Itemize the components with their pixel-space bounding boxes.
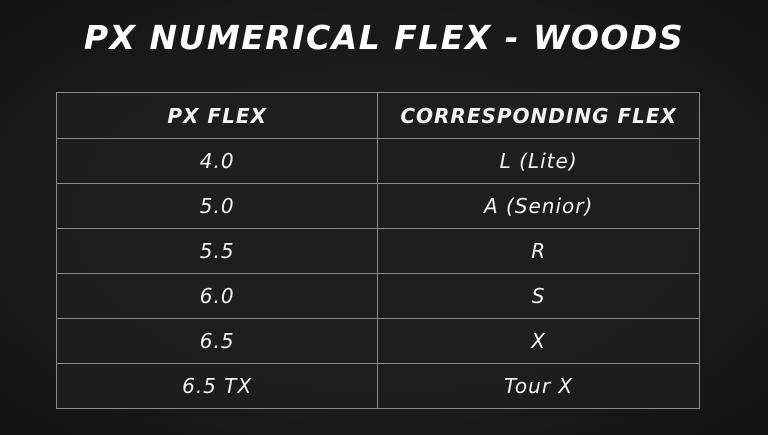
corresponding-flex-cell: S [377,273,700,319]
table-row: 4.0 L (Lite) [55,138,700,184]
corresponding-flex-cell: A (Senior) [377,183,700,229]
corresponding-flex-cell: L (Lite) [377,138,700,184]
table-row: 6.0 S [55,273,700,319]
px-flex-cell: 6.0 [55,273,379,319]
table-row: 6.5 TX Tour X [55,363,700,409]
px-flex-cell: 6.5 [55,318,379,364]
table-header-row: PX FLEX CORRESPONDING FLEX [55,92,700,139]
table-row: 5.5 R [55,228,700,274]
corresponding-flex-cell: R [377,228,700,274]
page-title: PX NUMERICAL FLEX - WOODS [83,18,685,57]
px-flex-cell: 4.0 [55,138,379,184]
px-flex-cell: 5.5 [55,228,379,274]
flex-table: PX FLEX CORRESPONDING FLEX 4.0 L (Lite) 5.… [55,92,700,409]
px-flex-cell: 5.0 [55,183,379,229]
corresponding-flex-cell: Tour X [377,363,700,409]
table-row: 6.5 X [55,318,700,364]
header-corresponding-flex: CORRESPONDING FLEX [377,92,700,139]
corresponding-flex-cell: X [377,318,700,364]
table-row: 5.0 A (Senior) [55,183,700,229]
header-px-flex: PX FLEX [55,92,379,139]
px-flex-cell: 6.5 TX [55,363,379,409]
